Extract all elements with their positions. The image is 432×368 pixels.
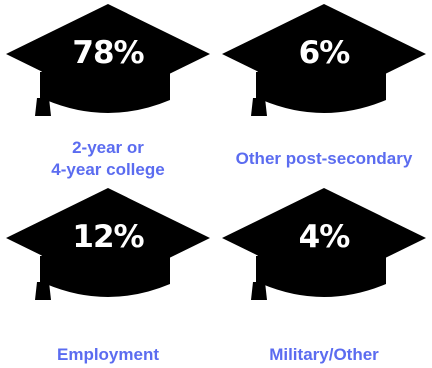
stat-label: Other post-secondary [216,148,432,170]
percent-value: 4% [298,219,351,255]
stat-label-line: Employment [56,345,160,364]
graduation-cap-icon [6,188,210,300]
stat-label-line: Other post-secondary [235,149,413,168]
stat-card-military: 4% Military/Other [216,184,432,368]
stat-label: 2-year or 4-year college [0,137,216,181]
stat-label-line: Military/Other [269,345,379,364]
percent-value: 12% [72,219,144,255]
percent-value: 6% [298,35,351,71]
graduation-cap-icon [222,188,426,300]
graduation-cap-icon [222,4,426,116]
stat-card-college: 78% 2-year or 4-year college [0,0,216,184]
graduation-cap-icon [6,4,210,116]
stat-label-line: 2-year or [72,138,144,157]
percent-value: 78% [72,35,144,71]
stat-label: Employment [0,344,216,366]
stat-card-employment: 12% Employment [0,184,216,368]
stat-card-post-secondary: 6% Other post-secondary [216,0,432,184]
stat-label: Military/Other [216,344,432,366]
stat-label-line: 4-year college [51,160,165,179]
